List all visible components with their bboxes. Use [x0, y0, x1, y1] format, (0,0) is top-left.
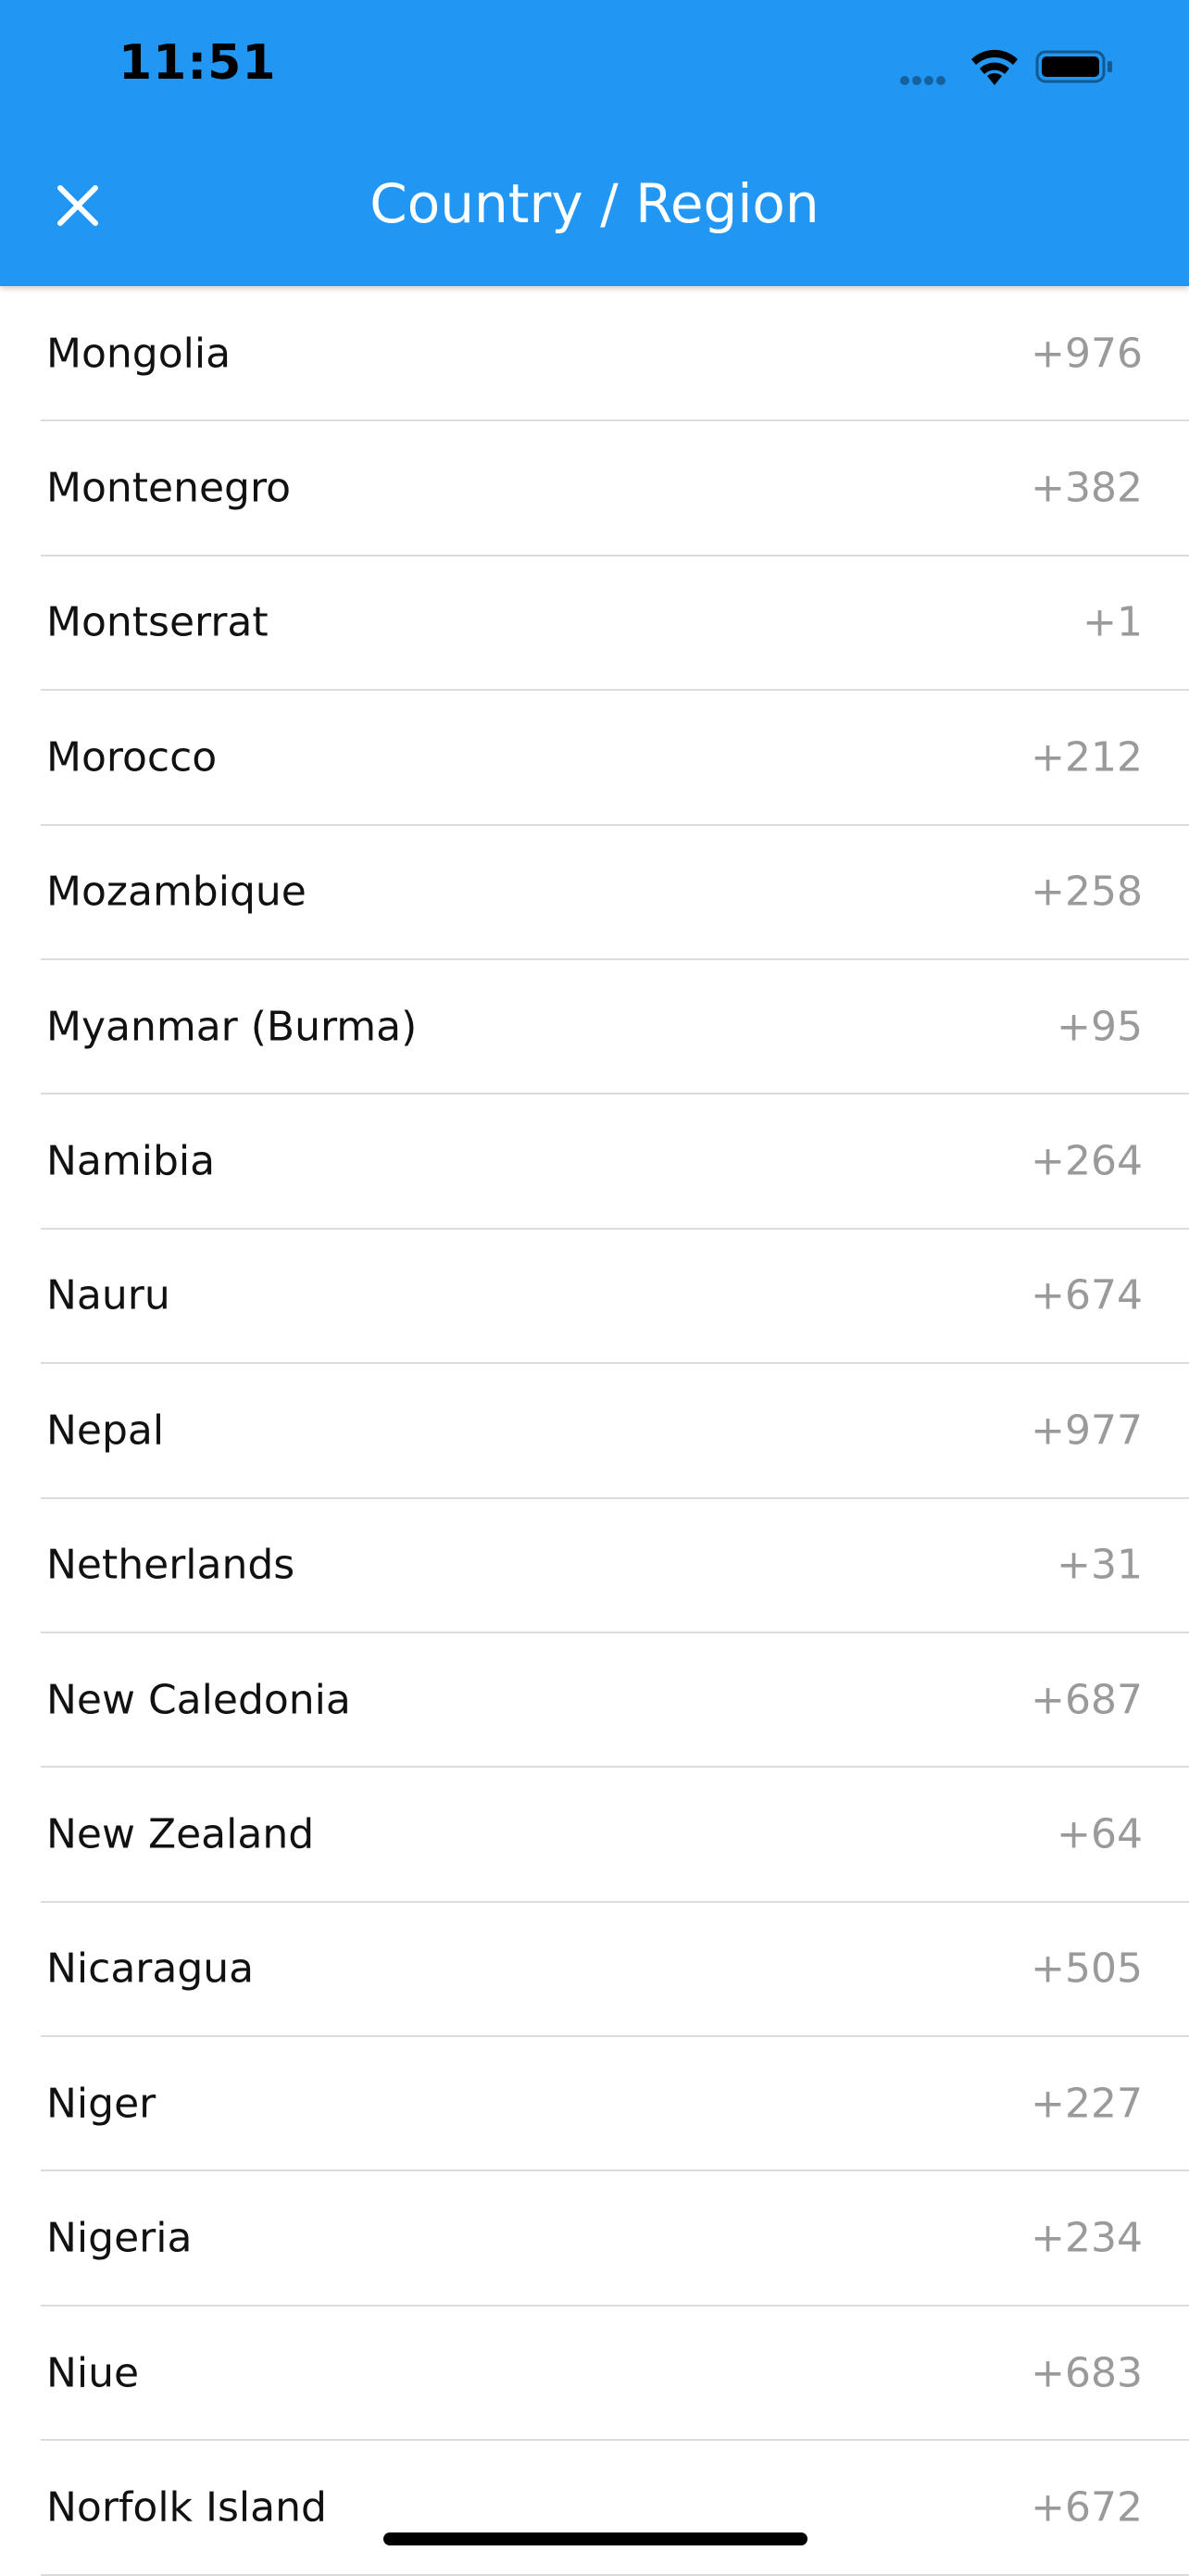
- list-item[interactable]: New Zealand +64: [41, 1768, 1189, 1903]
- country-name: Nigeria: [46, 2214, 193, 2262]
- country-name: New Caledonia: [46, 1676, 351, 1724]
- list-item[interactable]: Myanmar (Burma) +95: [41, 960, 1189, 1095]
- dial-code: +227: [1031, 2080, 1143, 2128]
- list-item[interactable]: Norfolk Island +672: [41, 2441, 1189, 2576]
- list-item[interactable]: Niue +683: [41, 2307, 1189, 2442]
- dial-code: +976: [1031, 330, 1143, 378]
- list-item[interactable]: Mozambique +258: [41, 826, 1189, 960]
- list-item[interactable]: Nauru +674: [41, 1230, 1189, 1365]
- cellular-signal-icon: [900, 76, 957, 85]
- dial-code: +672: [1031, 2483, 1143, 2532]
- country-name: Mongolia: [46, 330, 232, 378]
- dial-code: +212: [1031, 733, 1143, 782]
- close-icon: [57, 185, 98, 226]
- dial-code: +258: [1031, 868, 1143, 916]
- country-name: Nauru: [46, 1271, 170, 1319]
- list-item[interactable]: Nepal +977: [41, 1364, 1189, 1499]
- country-name: Mozambique: [46, 868, 307, 916]
- dial-code: +1: [1083, 598, 1143, 646]
- list-item[interactable]: New Caledonia +687: [41, 1633, 1189, 1769]
- list-item[interactable]: Nigeria +234: [41, 2171, 1189, 2307]
- dial-code: +31: [1057, 1541, 1143, 1589]
- list-item[interactable]: Niger +227: [41, 2037, 1189, 2172]
- close-button[interactable]: [48, 176, 107, 235]
- status-bar-time: 11:51: [119, 35, 277, 91]
- country-name: Niue: [46, 2349, 140, 2397]
- dial-code: +683: [1031, 2349, 1143, 2397]
- battery-icon: [1035, 48, 1115, 85]
- app-bar: 11:51 Country / Region: [0, 0, 1189, 286]
- dial-code: +234: [1031, 2214, 1143, 2262]
- country-name: Morocco: [46, 733, 218, 782]
- dial-code: +687: [1031, 1676, 1143, 1724]
- wifi-icon: [969, 46, 1020, 85]
- dial-code: +674: [1031, 1271, 1143, 1319]
- list-item[interactable]: Namibia +264: [41, 1094, 1189, 1230]
- dial-code: +977: [1031, 1407, 1143, 1455]
- country-name: Namibia: [46, 1137, 216, 1185]
- country-name: Niger: [46, 2080, 156, 2128]
- country-name: Myanmar (Burma): [46, 1003, 418, 1051]
- country-name: Montenegro: [46, 464, 292, 512]
- list-item[interactable]: Netherlands +31: [41, 1499, 1189, 1633]
- page-title: Country / Region: [369, 172, 820, 235]
- country-name: Nicaragua: [46, 1945, 255, 1993]
- country-name: Netherlands: [46, 1541, 295, 1589]
- country-name: Nepal: [46, 1407, 165, 1455]
- country-name: Norfolk Island: [46, 2483, 327, 2532]
- list-item[interactable]: Morocco +212: [41, 691, 1189, 826]
- list-item[interactable]: Mongolia +976: [41, 287, 1189, 422]
- list-item[interactable]: Montserrat +1: [41, 556, 1189, 692]
- country-name: New Zealand: [46, 1810, 315, 1858]
- dial-code: +264: [1031, 1137, 1143, 1185]
- dial-code: +64: [1057, 1810, 1143, 1858]
- list-item[interactable]: Nicaragua +505: [41, 1903, 1189, 2038]
- dial-code: +505: [1031, 1945, 1143, 1993]
- dial-code: +95: [1057, 1003, 1143, 1051]
- country-name: Montserrat: [46, 598, 269, 646]
- home-indicator[interactable]: [383, 2532, 807, 2545]
- list-item[interactable]: Montenegro +382: [41, 421, 1189, 556]
- dial-code: +382: [1031, 464, 1143, 512]
- country-list[interactable]: Mongolia +976 Montenegro +382 Montserrat +1 Mo…: [0, 287, 1189, 2576]
